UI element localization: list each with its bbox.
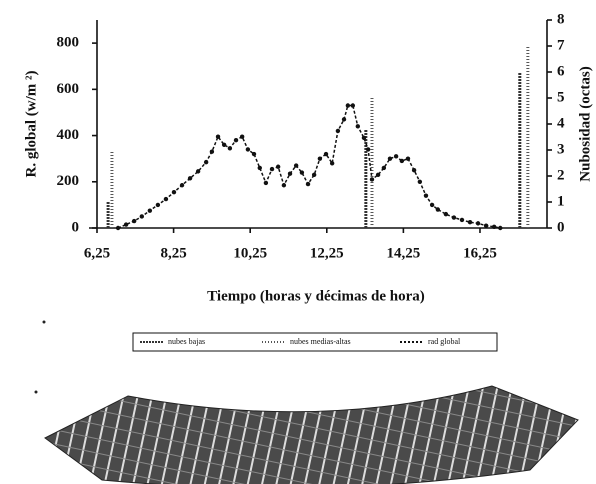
- x-tick-label: 16,25: [463, 245, 497, 261]
- radiation-point: [452, 215, 456, 219]
- radiation-point: [140, 214, 144, 218]
- radiation-point: [356, 124, 360, 128]
- x-tick-label: 12,25: [310, 245, 344, 261]
- radiation-point: [418, 180, 422, 184]
- radiation-point: [228, 146, 232, 150]
- chart: Tiempo (horas y décimas de hora) R. glob…: [0, 0, 596, 484]
- x-tick-label: 10,25: [233, 245, 267, 261]
- radiation-point: [180, 183, 184, 187]
- radiation-point: [424, 193, 428, 197]
- legend-label: rad global: [428, 337, 461, 346]
- y2-axis-title: Nubosidad (octas): [577, 66, 593, 181]
- radiation-point: [234, 138, 238, 142]
- radiation-point: [172, 190, 176, 194]
- y2-tick-label: 3: [557, 141, 565, 157]
- radiation-point: [294, 163, 298, 167]
- radiation-point: [156, 203, 160, 207]
- radiation-point: [312, 173, 316, 177]
- radiation-point: [388, 156, 392, 160]
- radiation-point: [188, 176, 192, 180]
- radiation-point: [270, 167, 274, 171]
- y2-tick-label: 6: [557, 63, 565, 79]
- radiation-point: [412, 168, 416, 172]
- radiation-point: [382, 166, 386, 170]
- radiation-point: [246, 147, 250, 151]
- radiation-point: [222, 143, 226, 147]
- y2-tick-label: 5: [557, 89, 565, 105]
- radiation-point: [204, 160, 208, 164]
- radiation-point: [376, 173, 380, 177]
- radiation-point: [148, 208, 152, 212]
- radiation-point: [324, 152, 328, 156]
- radiation-point: [444, 212, 448, 216]
- radiation-point: [362, 136, 366, 140]
- radiation-point: [288, 171, 292, 175]
- radiation-point: [300, 170, 304, 174]
- y2-tick-label: 0: [557, 219, 565, 235]
- speck: [43, 321, 46, 324]
- y-tick-label: 400: [57, 127, 80, 143]
- radiation-point: [400, 159, 404, 163]
- y-tick-label: 200: [57, 173, 80, 189]
- radiation-point: [394, 154, 398, 158]
- y-tick-label: 0: [72, 219, 80, 235]
- x-axis-title: Tiempo (horas y décimas de hora): [207, 288, 425, 304]
- radiation-line: [118, 106, 500, 228]
- y-axis-title: R. global (w/m ²): [23, 71, 39, 178]
- radiation-point: [406, 156, 410, 160]
- radiation-point: [342, 117, 346, 121]
- radiation-point: [330, 161, 334, 165]
- radiation-point: [282, 183, 286, 187]
- radiation-point: [498, 226, 502, 230]
- legend-label: nubes bajas: [168, 337, 205, 346]
- x-tick-label: 14,25: [387, 245, 421, 261]
- y-tick-label: 800: [57, 35, 80, 51]
- x-tick-label: 8,25: [160, 245, 186, 261]
- radiation-point: [164, 197, 168, 201]
- radiation-point: [252, 152, 256, 156]
- radiation-point: [436, 207, 440, 211]
- y2-tick-label: 1: [557, 193, 565, 209]
- radiation-point: [492, 225, 496, 229]
- radiation-point: [318, 156, 322, 160]
- radiation-point: [468, 220, 472, 224]
- radiation-point: [366, 147, 370, 151]
- radiation-point: [351, 103, 355, 107]
- radiation-point: [258, 166, 262, 170]
- speck: [35, 391, 38, 394]
- radiation-point: [240, 135, 244, 139]
- y2-tick-label: 8: [557, 11, 565, 27]
- radiation-point: [196, 169, 200, 173]
- radiation-point: [460, 218, 464, 222]
- y2-tick-label: 4: [557, 115, 565, 131]
- y2-tick-label: 7: [557, 37, 565, 53]
- radiation-point: [430, 203, 434, 207]
- radiation-point: [264, 181, 268, 185]
- radiation-point: [132, 219, 136, 223]
- y2-tick-label: 2: [557, 167, 565, 183]
- radiation-point: [484, 223, 488, 227]
- x-tick-label: 6,25: [84, 245, 110, 261]
- radiation-point: [124, 222, 128, 226]
- legend-label: nubes medias-altas: [290, 337, 351, 346]
- radiation-point: [370, 177, 374, 181]
- radiation-point: [216, 135, 220, 139]
- radiation-point: [210, 150, 214, 154]
- radiation-point: [306, 182, 310, 186]
- radiation-point: [276, 165, 280, 169]
- radiation-point: [116, 226, 120, 230]
- decorative-band: [45, 386, 578, 484]
- radiation-point: [336, 129, 340, 133]
- radiation-point: [346, 103, 350, 107]
- y-tick-label: 600: [57, 81, 80, 97]
- radiation-point: [476, 221, 480, 225]
